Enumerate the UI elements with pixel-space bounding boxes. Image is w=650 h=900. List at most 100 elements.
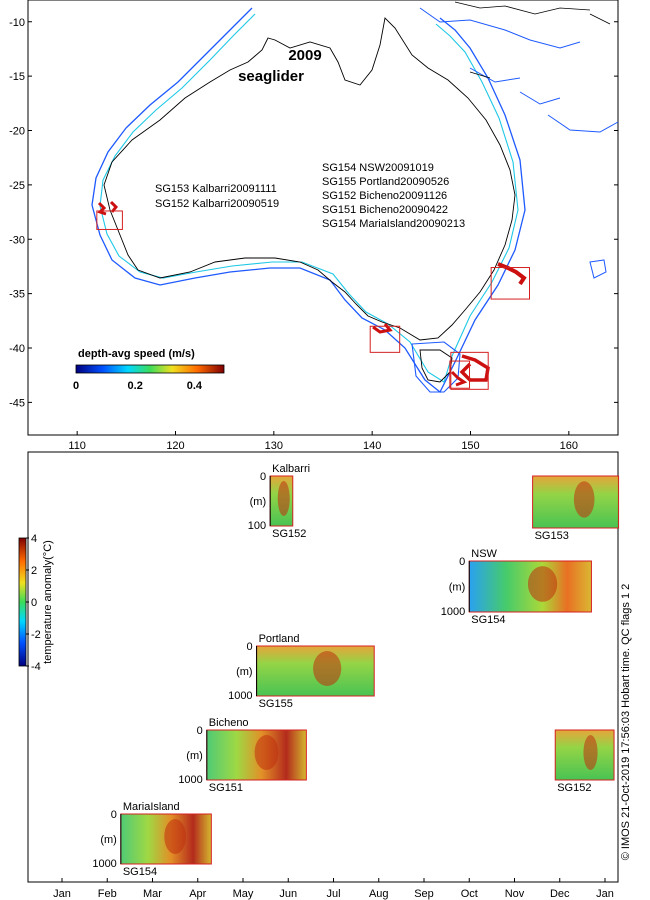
- map-x-tick-label: 110: [68, 440, 86, 452]
- deployment-label: SG152 Bicheno20091126: [322, 190, 447, 202]
- track-nsw: [497, 262, 527, 286]
- map-y-ticks: -10 -15 -20 -25 -30 -35 -40 -45: [9, 17, 618, 409]
- depth-tick-label: 0: [260, 471, 266, 483]
- depth-tick-label: 0: [111, 809, 117, 821]
- map-y-tick-label: -45: [9, 397, 25, 409]
- glider-panel: SG152: [554, 729, 615, 794]
- glider-panel: MariaIsland SG154 0 (m) 1000: [92, 801, 212, 878]
- map-y-tick-label: -15: [9, 71, 25, 83]
- month-tick-label: Jan: [53, 888, 71, 900]
- month-tick-label: Sep: [414, 888, 434, 900]
- temperature-colorbar: [18, 537, 27, 667]
- deployment-label: SG152 Kalbarri20090519: [155, 198, 279, 210]
- depth-tick-label: 100: [248, 520, 266, 532]
- deployment-label: SG154 NSW20091019: [322, 162, 434, 174]
- month-tick-label: Oct: [461, 888, 478, 900]
- glider-label: SG154: [123, 866, 157, 878]
- month-tick-label: Apr: [189, 888, 206, 900]
- glider-label: SG154: [471, 614, 505, 626]
- glider-track-clusters: [97, 200, 527, 387]
- map-y-tick-label: -30: [9, 234, 25, 246]
- map-y-tick-label: -20: [9, 126, 25, 138]
- glider-label: SG153: [535, 530, 569, 542]
- glider-label: SG155: [259, 698, 293, 710]
- warm-anomaly-patch: [527, 566, 558, 602]
- deployment-label: SG155 Portland20090526: [322, 176, 449, 188]
- panel-frame: [532, 475, 620, 529]
- map-y-tick-label: -35: [9, 289, 25, 301]
- timeline-panel: Jan Feb Mar Apr May Jun Jul Aug Sep Oct Nov Dec Jan …: [18, 451, 620, 900]
- heatmap-panels: Kalbarri SG152 0 (m) 100 SG153 NSW SG154 0 (m) 100…: [92, 463, 620, 878]
- track-portland: [372, 323, 393, 334]
- depth-tick-label: 1000: [92, 858, 116, 870]
- map-y-tick-label: -40: [9, 343, 25, 355]
- temperature-colorbar-tick: 4: [31, 533, 37, 545]
- site-label: Kalbarri: [272, 463, 310, 475]
- map-title-line-2: seaglider: [238, 68, 304, 85]
- depth-tick-label: (m): [250, 496, 267, 508]
- glider-panel: Kalbarri SG152 0 (m) 100: [248, 463, 310, 540]
- month-tick-label: Mar: [143, 888, 162, 900]
- glider-panel: SG153: [532, 475, 620, 542]
- track-bicheno: [459, 354, 490, 382]
- month-tick-label: Jan: [596, 888, 614, 900]
- temperature-colorbar-tick: 2: [31, 565, 37, 577]
- depth-tick-label: (m): [449, 582, 466, 594]
- map-x-tick-label: 160: [560, 440, 578, 452]
- month-tick-label: Nov: [505, 888, 525, 900]
- speed-colorbar-label: depth-avg speed (m/s): [78, 348, 195, 360]
- map-y-tick-label: -25: [9, 180, 25, 192]
- australia-coastline: [103, 17, 516, 341]
- month-tick-label: Jul: [326, 888, 340, 900]
- speed-colorbar-tick: 0.4: [187, 380, 203, 392]
- site-label: Portland: [259, 633, 300, 645]
- glider-label: SG152: [557, 782, 591, 794]
- depth-tick-label: (m): [186, 750, 203, 762]
- depth-tick-label: 1000: [228, 690, 252, 702]
- temperature-colorbar-ticks: 4 2 0 -2 -4: [26, 533, 41, 673]
- map-x-tick-label: 150: [461, 440, 479, 452]
- map-x-tick-label: 120: [166, 440, 184, 452]
- new-guinea-coastline: [454, 1, 611, 79]
- map-y-tick-label: -10: [9, 17, 25, 29]
- glider-panel: Portland SG155 0 (m) 1000: [228, 633, 375, 710]
- glider-panel: NSW SG154 0 (m) 1000: [441, 548, 592, 626]
- map-x-tick-label: 140: [363, 440, 381, 452]
- month-tick-label: May: [233, 888, 254, 900]
- warm-anomaly-patch: [254, 735, 279, 770]
- site-label: Bicheno: [209, 717, 249, 729]
- deployment-label: SG154 MariaIsland20090213: [322, 218, 465, 230]
- region-box: [369, 325, 401, 353]
- tasmania-coastline: [419, 349, 453, 383]
- speed-colorbar-tick: 0.2: [128, 380, 143, 392]
- month-ticks: Jan Feb Mar Apr May Jun Jul Aug Sep Oct Nov Dec Jan: [53, 878, 614, 900]
- north-islands-outline: [419, 7, 619, 279]
- temperature-colorbar-tick: -4: [31, 661, 41, 673]
- map-title-line-1: 2009: [288, 47, 321, 64]
- temperature-colorbar-tick: 0: [31, 597, 37, 609]
- depth-tick-label: 1000: [441, 606, 465, 618]
- warm-anomaly-patch: [164, 819, 186, 854]
- site-label: MariaIsland: [123, 801, 180, 813]
- region-box: [490, 267, 530, 300]
- glider-panel: Bicheno SG151 0 (m) 1000: [178, 717, 307, 794]
- warm-anomaly-patch: [573, 481, 595, 518]
- region-box: [450, 351, 489, 390]
- map-region-boxes: [96, 210, 530, 390]
- speed-colorbar: [75, 364, 225, 374]
- site-label: NSW: [471, 548, 497, 560]
- region-box: [449, 360, 471, 389]
- depth-tick-label: (m): [236, 666, 253, 678]
- month-tick-label: Jun: [279, 888, 297, 900]
- temperature-colorbar-label: temperature anomaly(°C): [42, 540, 54, 664]
- month-tick-label: Feb: [98, 888, 117, 900]
- map-axes-frame: [27, 0, 619, 436]
- track-mariaisland: [450, 370, 468, 387]
- track-kalbarri: [97, 200, 119, 216]
- glider-label: SG152: [272, 528, 306, 540]
- glider-label: SG151: [209, 782, 243, 794]
- month-tick-label: Dec: [550, 888, 570, 900]
- deployment-label: SG151 Bicheno20090422: [322, 204, 448, 216]
- map-x-tick-label: 130: [265, 440, 283, 452]
